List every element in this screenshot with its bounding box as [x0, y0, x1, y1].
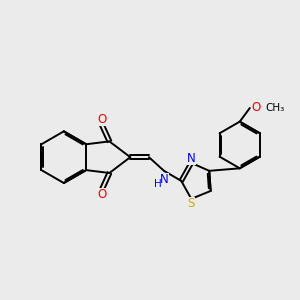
Text: CH₃: CH₃ [265, 103, 284, 112]
Text: N: N [160, 172, 169, 186]
Text: H: H [154, 179, 161, 189]
Text: S: S [188, 197, 195, 210]
Text: O: O [252, 101, 261, 114]
Text: O: O [97, 113, 106, 126]
Text: O: O [97, 188, 106, 201]
Text: N: N [187, 152, 196, 165]
